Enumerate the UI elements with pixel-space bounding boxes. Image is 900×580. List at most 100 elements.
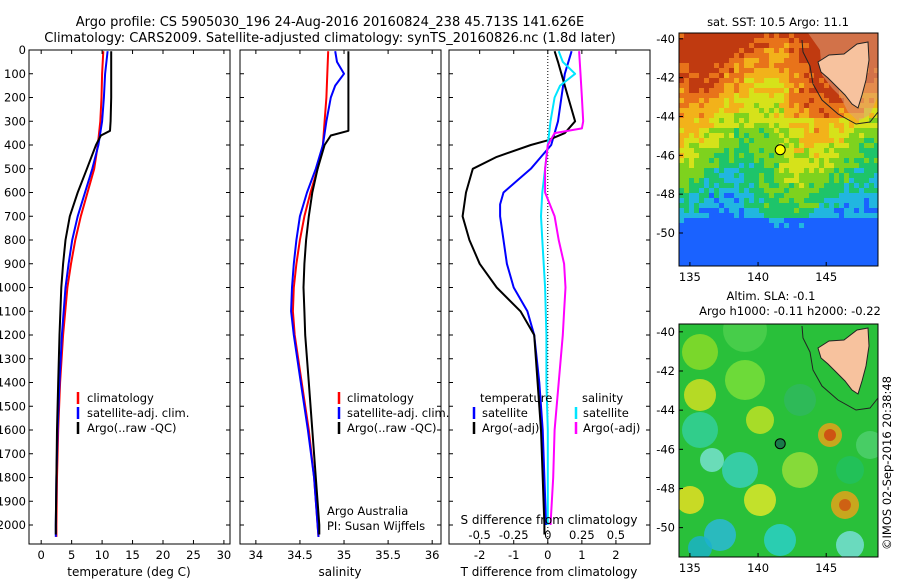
sst-pixel	[829, 238, 835, 244]
sst-pixel	[714, 68, 720, 74]
sst-pixel	[769, 248, 775, 254]
sst-pixel	[809, 113, 815, 119]
sst-pixel	[724, 203, 730, 209]
sst-pixel	[859, 178, 865, 184]
sst-pixel	[854, 243, 860, 249]
sst-pixel	[829, 253, 835, 259]
sst-pixel	[734, 123, 740, 129]
sst-pixel	[684, 48, 690, 54]
sst-pixel	[839, 253, 845, 259]
sst-pixel	[694, 43, 700, 49]
sst-pixel	[799, 218, 805, 224]
sst-pixel	[829, 243, 835, 249]
sst-pixel	[814, 233, 820, 239]
sst-pixel	[779, 163, 785, 169]
sst-pixel	[839, 233, 845, 239]
sst-pixel	[824, 138, 830, 144]
sst-pixel	[794, 63, 800, 69]
sst-pixel	[729, 118, 735, 124]
sst-pixel	[699, 233, 705, 239]
sst-pixel	[799, 93, 805, 99]
sst-pixel	[679, 78, 685, 84]
sst-pixel	[794, 228, 800, 234]
sst-pixel	[744, 88, 750, 94]
sst-pixel	[774, 128, 780, 134]
sst-pixel	[859, 118, 865, 124]
sst-pixel	[704, 238, 710, 244]
sst-pixel	[829, 258, 835, 264]
sst-pixel	[769, 233, 775, 239]
sst-pixel	[804, 153, 810, 159]
sst-pixel	[784, 188, 790, 194]
sst-pixel	[759, 163, 765, 169]
sst-pixel	[794, 123, 800, 129]
sst-tasmania-outline	[817, 41, 870, 109]
sst-pixel	[809, 138, 815, 144]
sst-pixel	[694, 38, 700, 44]
y-tick-label: 2000	[0, 518, 26, 532]
sst-pixel	[754, 223, 760, 229]
sst-pixel	[699, 98, 705, 104]
sst-pixel	[789, 93, 795, 99]
sst-pixel	[819, 228, 825, 234]
sst-pixel	[699, 58, 705, 64]
sst-pixel	[714, 238, 720, 244]
sst-pixel	[814, 128, 820, 134]
sst-pixel	[839, 203, 845, 209]
sst-pixel	[734, 103, 740, 109]
sst-pixel	[734, 253, 740, 259]
sst-pixel	[714, 48, 720, 54]
sst-pixel	[679, 108, 685, 114]
sst-pixel	[699, 138, 705, 144]
sst-pixel	[684, 143, 690, 149]
sst-pixel	[769, 198, 775, 204]
sst-pixel	[734, 158, 740, 164]
sst-pixel	[799, 253, 805, 259]
sst-pixel	[834, 133, 840, 139]
sst-pixel	[799, 178, 805, 184]
y-tick-label: 1900	[0, 494, 26, 508]
sst-pixel	[749, 128, 755, 134]
sst-pixel	[704, 38, 710, 44]
sst-pixel	[714, 178, 720, 184]
sst-pixel	[729, 48, 735, 54]
sst-pixel	[859, 138, 865, 144]
sst-pixel	[679, 48, 685, 54]
sst-pixel	[814, 53, 820, 59]
sst-pixel	[739, 208, 745, 214]
sst-pixel	[799, 53, 805, 59]
sst-pixel	[714, 228, 720, 234]
sst-pixel	[829, 153, 835, 159]
legend-label-sal-argo: Argo(-adj)	[583, 421, 640, 435]
sst-pixel	[854, 203, 860, 209]
map-x-tick-label: 145	[815, 561, 837, 575]
sst-pixel	[679, 263, 685, 266]
sst-pixel	[684, 248, 690, 254]
sst-pixel	[859, 183, 865, 189]
sst-pixel	[769, 83, 775, 89]
sst-pixel	[794, 53, 800, 59]
sst-pixel	[684, 138, 690, 144]
sst-pixel	[704, 138, 710, 144]
sst-pixel	[709, 158, 715, 164]
sst-pixel	[774, 168, 780, 174]
sst-pixel	[739, 103, 745, 109]
sst-pixel	[749, 88, 755, 94]
sst-pixel	[759, 68, 765, 74]
sst-pixel	[774, 228, 780, 234]
sst-pixel	[874, 228, 878, 234]
sst-pixel	[804, 53, 810, 59]
legend-label-sal-satellite: satellite	[583, 406, 629, 420]
sst-pixel	[684, 53, 690, 59]
sst-map-ticks: 135 140 145-40-42-44-46-48-50	[656, 32, 837, 284]
sst-pixel	[714, 58, 720, 64]
sst-pixel	[719, 103, 725, 109]
sst-pixel	[779, 98, 785, 104]
sst-pixel	[849, 253, 855, 259]
sst-pixel	[789, 153, 795, 159]
sst-pixel	[814, 213, 820, 219]
sst-pixel	[749, 163, 755, 169]
sst-pixel	[679, 93, 685, 99]
sst-pixel	[849, 218, 855, 224]
sst-pixel	[719, 128, 725, 134]
